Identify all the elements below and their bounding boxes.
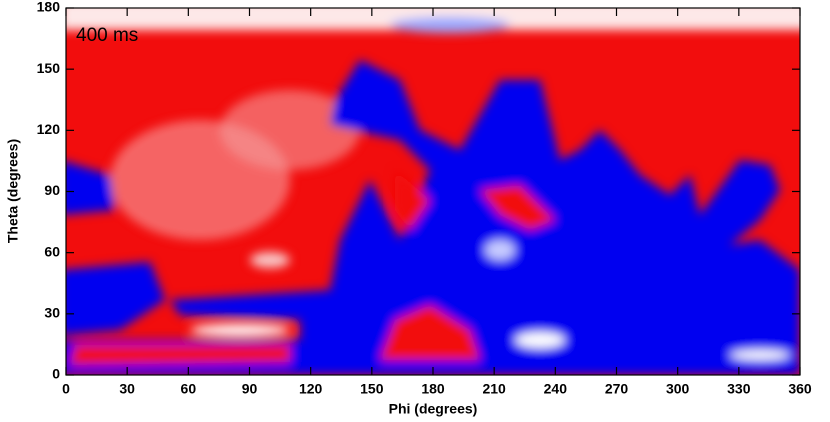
x-tick-label: 210: [482, 381, 506, 397]
y-tick-label: 150: [37, 60, 61, 76]
x-tick-label: 0: [62, 381, 70, 397]
y-tick-label: 180: [37, 0, 61, 15]
x-tick-label: 150: [360, 381, 384, 397]
x-tick-label: 360: [788, 381, 812, 397]
x-axis-title: Phi (degrees): [389, 401, 478, 417]
x-tick-label: 30: [119, 381, 135, 397]
y-tick-label: 120: [37, 121, 61, 137]
x-tick-label: 330: [727, 381, 751, 397]
y-tick-label: 0: [52, 366, 60, 382]
y-axis-title: Theta (degrees): [5, 139, 21, 243]
x-tick-label: 240: [544, 381, 568, 397]
x-tick-label: 90: [242, 381, 258, 397]
x-tick-label: 300: [666, 381, 690, 397]
y-tick-label: 60: [44, 243, 60, 259]
y-tick-label: 90: [44, 182, 60, 198]
y-tick-label: 30: [44, 305, 60, 321]
x-tick-label: 60: [181, 381, 197, 397]
field-image: [66, 8, 800, 375]
x-tick-label: 270: [605, 381, 629, 397]
x-tick-label: 120: [299, 381, 323, 397]
annotation: 400 ms: [76, 25, 138, 46]
x-tick-label: 180: [421, 381, 445, 397]
